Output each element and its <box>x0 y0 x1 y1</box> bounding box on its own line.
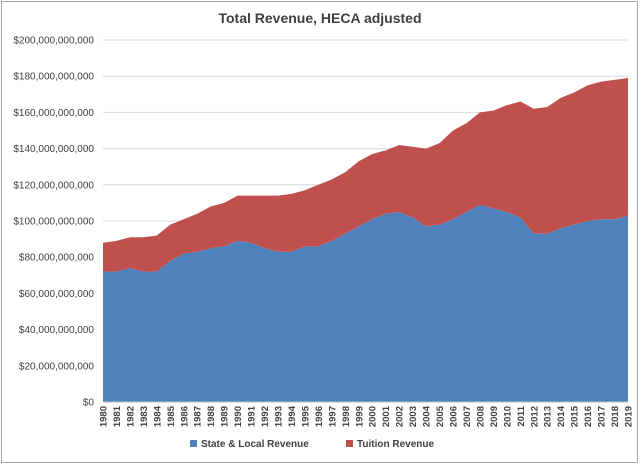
x-tick-label: 1982 <box>125 406 136 427</box>
x-axis: 1980 1981 1982 1983 1984 1985 1986 1987 1988 1989… <box>99 401 635 427</box>
y-tick-label: $80,000,000,000 <box>19 253 95 264</box>
x-tick-label: 2011 <box>516 405 527 426</box>
chart-title: Total Revenue, HECA adjusted <box>218 10 421 26</box>
x-tick-label: 1990 <box>233 406 244 427</box>
legend: State & Local Revenue Tuition Revenue <box>190 439 434 450</box>
area-series-group <box>103 78 628 402</box>
x-tick-label: 1983 <box>139 406 150 427</box>
x-tick-label: 2004 <box>422 405 433 427</box>
x-tick-label: 2012 <box>529 406 540 427</box>
x-tick-label: 1987 <box>193 406 204 427</box>
y-tick-label: $160,000,000,000 <box>13 108 94 119</box>
x-tick-label: 2003 <box>408 406 419 427</box>
x-tick-label: 1996 <box>314 406 325 427</box>
area-state-local-revenue <box>103 204 628 402</box>
legend-swatch-tuition-revenue <box>346 440 353 447</box>
y-tick-label: $0 <box>83 398 95 409</box>
x-tick-label: 1981 <box>112 405 123 427</box>
y-tick-label: $140,000,000,000 <box>13 144 94 155</box>
x-tick-label: 1985 <box>166 405 177 427</box>
x-tick-label: 2018 <box>610 406 621 427</box>
x-tick-label: 1995 <box>300 405 311 427</box>
x-tick-label: 2015 <box>570 405 581 427</box>
x-tick-label: 1986 <box>179 406 190 427</box>
x-tick-label: 1984 <box>152 405 163 427</box>
y-tick-label: $200,000,000,000 <box>13 36 94 47</box>
y-tick-label: $40,000,000,000 <box>19 325 95 336</box>
x-tick-label: 1980 <box>99 406 110 427</box>
x-tick-label: 1992 <box>260 406 271 427</box>
x-tick-label: 2014 <box>556 405 567 427</box>
x-tick-label: 1997 <box>327 406 338 427</box>
x-tick-label: 2017 <box>597 406 608 427</box>
x-tick-label: 1994 <box>287 405 298 427</box>
x-tick-label: 2006 <box>449 406 460 427</box>
x-tick-label: 2013 <box>543 406 554 427</box>
x-tick-label: 2000 <box>368 406 379 427</box>
x-tick-label: 2019 <box>624 406 635 427</box>
y-tick-label: $120,000,000,000 <box>13 180 94 191</box>
x-tick-label: 1989 <box>220 406 231 427</box>
y-tick-label: $180,000,000,000 <box>13 72 94 83</box>
y-axis: $0 $20,000,000,000 $40,000,000,000 $60,000,… <box>13 36 94 409</box>
x-tick-label: 2010 <box>502 406 513 427</box>
y-tick-label: $20,000,000,000 <box>19 361 95 372</box>
x-tick-label: 1993 <box>274 406 285 427</box>
y-tick-label: $60,000,000,000 <box>19 289 95 300</box>
legend-swatch-state-local-revenue <box>190 440 197 447</box>
x-tick-label: 2016 <box>583 406 594 427</box>
x-tick-label: 1988 <box>206 406 217 427</box>
legend-label-tuition-revenue: Tuition Revenue <box>357 439 434 450</box>
x-tick-label: 2008 <box>475 406 486 427</box>
x-tick-label: 1991 <box>247 405 258 427</box>
x-tick-label: 2007 <box>462 406 473 427</box>
x-tick-label: 2009 <box>489 406 500 427</box>
x-tick-label: 2002 <box>395 406 406 427</box>
x-tick-label: 2001 <box>381 405 392 427</box>
area-tuition-revenue <box>103 78 628 272</box>
y-tick-label: $100,000,000,000 <box>13 217 94 228</box>
x-tick-label: 2005 <box>435 405 446 427</box>
legend-label-state-local-revenue: State & Local Revenue <box>201 439 309 450</box>
x-tick-label: 1999 <box>354 406 365 427</box>
x-tick-label: 1998 <box>341 406 352 427</box>
